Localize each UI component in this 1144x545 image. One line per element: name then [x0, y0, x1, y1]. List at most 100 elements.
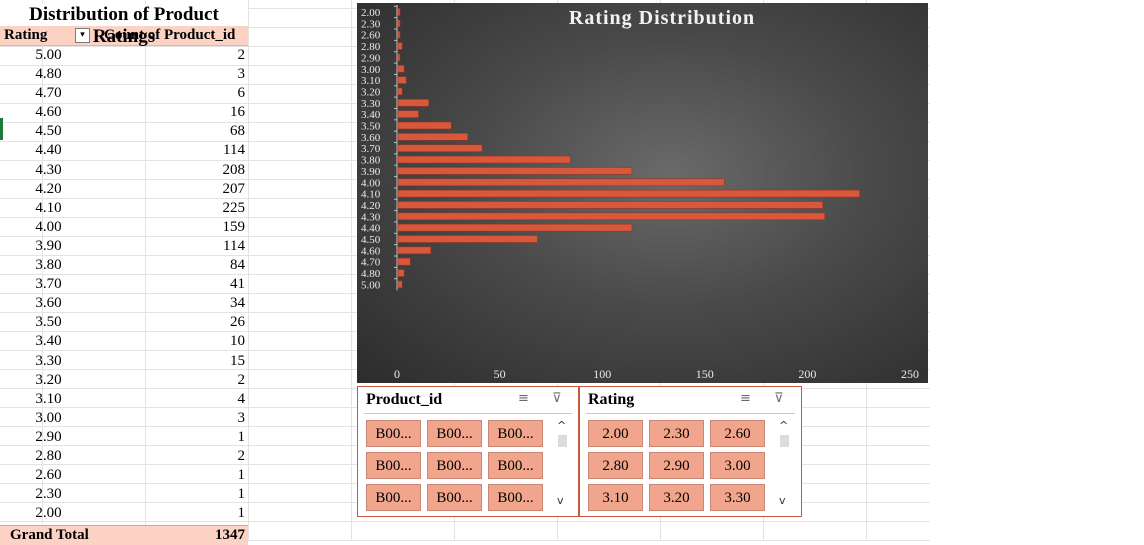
bar-4.60 — [397, 246, 432, 255]
bar-2.60 — [397, 30, 401, 39]
bar-4.30 — [397, 212, 826, 221]
pivot-row[interactable]: 3.80 84 — [0, 256, 248, 275]
pivot-row[interactable]: 4.10 225 — [0, 199, 248, 218]
rating-cell: 4.40 — [35, 142, 62, 159]
scroll-thumb[interactable] — [558, 435, 567, 447]
pivot-table: Distribution of Product Ratings Rating ▾… — [0, 4, 248, 545]
y-tick-label: 4.50 — [361, 234, 381, 246]
scroll-down-icon[interactable]: v — [779, 494, 786, 507]
x-tick-label: 150 — [696, 367, 714, 381]
slicer-item-button[interactable]: 2.60 — [710, 420, 765, 447]
slicer-item-button[interactable]: B00... — [427, 420, 482, 447]
y-tick-label: 3.40 — [361, 109, 381, 121]
pivot-row[interactable]: 4.00 159 — [0, 218, 248, 237]
rating-cell: 4.00 — [35, 218, 62, 235]
pivot-row[interactable]: 2.60 1 — [0, 466, 248, 485]
pivot-row[interactable]: 4.30 208 — [0, 161, 248, 180]
pivot-row[interactable]: 4.40 114 — [0, 141, 248, 160]
pivot-row[interactable]: 4.50 68 — [0, 122, 248, 141]
scroll-down-icon[interactable]: v — [557, 494, 564, 507]
pivot-row[interactable]: 3.10 4 — [0, 390, 248, 409]
y-tick-label: 4.20 — [361, 200, 381, 212]
slicer-item-button[interactable]: 2.90 — [649, 452, 704, 479]
clear-filter-icon[interactable]: ⊽ — [774, 391, 784, 406]
slicer-item-button[interactable]: B00... — [488, 420, 543, 447]
grand-total-row[interactable]: Grand Total 1347 — [0, 525, 248, 545]
slicer-item-button[interactable]: 2.00 — [588, 420, 643, 447]
slicer-item-button[interactable]: 3.30 — [710, 484, 765, 511]
pivot-row[interactable]: 4.20 207 — [0, 180, 248, 199]
rating-cell: 3.30 — [35, 352, 62, 369]
pivot-row[interactable]: 4.60 16 — [0, 103, 248, 122]
y-tick-label: 3.60 — [361, 132, 381, 144]
slicer-scrollbar[interactable]: ^ v — [777, 419, 791, 507]
scroll-thumb[interactable] — [780, 435, 789, 447]
pivot-row[interactable]: 2.80 2 — [0, 447, 248, 466]
bar-4.10 — [397, 189, 861, 198]
count-cell: 159 — [222, 218, 246, 235]
slicer-item-button[interactable]: B00... — [427, 452, 482, 479]
pivot-row[interactable]: 3.30 15 — [0, 352, 248, 371]
slicer-item-button[interactable]: B00... — [366, 452, 421, 479]
sort-filter-dropdown-icon[interactable]: ▾ — [75, 28, 90, 43]
pivot-row[interactable]: 2.90 1 — [0, 428, 248, 447]
y-tick-label: 4.10 — [361, 189, 381, 201]
pivot-row[interactable]: 3.60 34 — [0, 294, 248, 313]
slicer-item-button[interactable]: 3.10 — [588, 484, 643, 511]
scroll-up-icon[interactable]: ^ — [779, 419, 789, 432]
count-cell: 2 — [237, 371, 246, 388]
pivot-row[interactable]: 3.20 2 — [0, 371, 248, 390]
count-cell: 6 — [237, 85, 246, 102]
count-cell: 3 — [237, 409, 246, 426]
x-tick-label: 100 — [593, 367, 611, 381]
rating-cell: 3.70 — [35, 276, 62, 293]
multiselect-icon[interactable]: ≡ — [740, 391, 751, 406]
slicer-title: Product_id — [366, 391, 443, 408]
count-column-header[interactable]: Count of Product_id — [104, 27, 236, 43]
pivot-row[interactable]: 3.90 114 — [0, 237, 248, 256]
pivot-row[interactable]: 5.00 2 — [0, 46, 248, 65]
slicer-item-button[interactable]: B00... — [488, 484, 543, 511]
scroll-up-icon[interactable]: ^ — [557, 419, 567, 432]
chart-title: Rating Distribution — [568, 7, 756, 29]
chart-plot: 2.002.302.602.802.903.003.103.203.303.40… — [361, 5, 919, 381]
rating-column-header[interactable]: Rating ▾ — [0, 26, 90, 45]
pivot-row[interactable]: 3.00 3 — [0, 409, 248, 428]
slicer-item-button[interactable]: B00... — [366, 420, 421, 447]
product-id-slicer[interactable]: Product_id ≡ ⊽ B00... B00... B00... B00... B… — [357, 386, 579, 517]
rating-cell: 3.50 — [35, 314, 62, 331]
y-tick-label: 5.00 — [361, 279, 381, 291]
multiselect-icon[interactable]: ≡ — [518, 391, 529, 406]
pivot-row[interactable]: 4.80 3 — [0, 65, 248, 84]
bar-3.00 — [397, 64, 405, 73]
slicer-title: Rating — [588, 391, 635, 408]
pivot-row[interactable]: 2.30 1 — [0, 485, 248, 504]
rating-slicer[interactable]: Rating ≡ ⊽ 2.00 2.30 2.60 2.80 2.90 3.00 3.10 3… — [579, 386, 802, 517]
x-tick-label: 0 — [394, 367, 400, 381]
slicer-item-button[interactable]: B00... — [488, 452, 543, 479]
rating-distribution-chart[interactable]: Rating Distribution 2.00 2.30 2.60 2.80 2.90… — [357, 3, 928, 383]
rating-cell: 3.60 — [35, 295, 62, 312]
slicer-item-button[interactable]: 3.00 — [710, 452, 765, 479]
slicer-item-button[interactable]: 2.30 — [649, 420, 704, 447]
slicer-item-button[interactable]: B00... — [366, 484, 421, 511]
pivot-row[interactable]: 4.70 6 — [0, 84, 248, 103]
y-tick-label: 4.00 — [361, 177, 381, 189]
pivot-row[interactable]: 3.40 10 — [0, 332, 248, 351]
count-cell: 84 — [230, 257, 245, 274]
rating-cell: 3.40 — [35, 333, 62, 350]
count-cell: 3 — [237, 66, 246, 83]
slicer-item-button[interactable]: B00... — [427, 484, 482, 511]
pivot-row[interactable]: 3.70 41 — [0, 275, 248, 294]
y-tick-label: 2.90 — [361, 52, 381, 64]
slicer-item-button[interactable]: 2.80 — [588, 452, 643, 479]
rating-cell: 2.90 — [35, 428, 62, 445]
clear-filter-icon[interactable]: ⊽ — [552, 391, 562, 406]
rating-cell: 3.80 — [35, 257, 62, 274]
count-cell: 208 — [222, 161, 246, 178]
bar-4.00 — [397, 178, 725, 187]
slicer-item-button[interactable]: 3.20 — [649, 484, 704, 511]
slicer-scrollbar[interactable]: ^ v — [555, 419, 569, 507]
pivot-row[interactable]: 3.50 26 — [0, 313, 248, 332]
pivot-row[interactable]: 2.00 1 — [0, 504, 248, 523]
